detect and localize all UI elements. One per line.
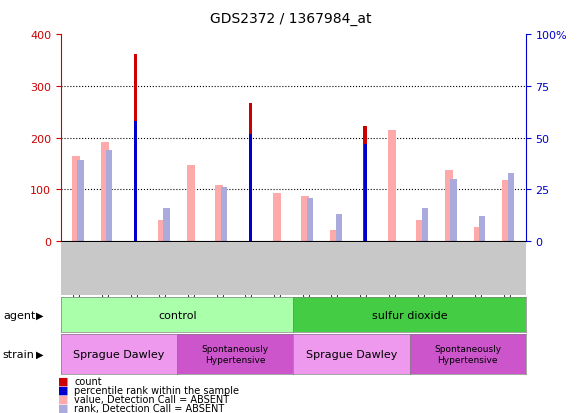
Text: GDS2372 / 1367984_at: GDS2372 / 1367984_at bbox=[210, 12, 371, 26]
Bar bbox=[302, 196, 310, 242]
Bar bbox=[363, 127, 367, 242]
Bar bbox=[416, 221, 424, 242]
Bar bbox=[422, 209, 428, 242]
Bar bbox=[249, 134, 252, 242]
Bar bbox=[450, 180, 457, 242]
Text: ■: ■ bbox=[58, 385, 69, 395]
Bar bbox=[106, 151, 112, 242]
Text: sulfur dioxide: sulfur dioxide bbox=[372, 310, 447, 320]
Bar bbox=[77, 161, 84, 242]
Text: ■: ■ bbox=[58, 394, 69, 404]
Text: Sprague Dawley: Sprague Dawley bbox=[306, 349, 397, 359]
Text: control: control bbox=[158, 310, 196, 320]
Text: rank, Detection Call = ABSENT: rank, Detection Call = ABSENT bbox=[74, 403, 225, 413]
Bar bbox=[249, 103, 252, 242]
Text: ■: ■ bbox=[58, 376, 69, 386]
Bar bbox=[221, 188, 227, 242]
Bar bbox=[163, 209, 170, 242]
Text: Spontaneously
Hypertensive: Spontaneously Hypertensive bbox=[434, 344, 501, 364]
Text: ■: ■ bbox=[58, 403, 69, 413]
Bar bbox=[503, 181, 510, 242]
Bar bbox=[307, 198, 313, 242]
Bar bbox=[479, 217, 485, 242]
Bar bbox=[272, 194, 281, 242]
Bar bbox=[187, 165, 195, 242]
Bar bbox=[508, 173, 514, 242]
Text: strain: strain bbox=[3, 349, 35, 359]
Bar bbox=[216, 186, 224, 242]
Text: value, Detection Call = ABSENT: value, Detection Call = ABSENT bbox=[74, 394, 229, 404]
Text: ▶: ▶ bbox=[36, 349, 43, 359]
Bar bbox=[445, 171, 453, 242]
Bar bbox=[388, 131, 396, 242]
Text: Sprague Dawley: Sprague Dawley bbox=[73, 349, 165, 359]
Bar bbox=[134, 55, 137, 242]
Text: count: count bbox=[74, 376, 102, 386]
Text: agent: agent bbox=[3, 310, 35, 320]
Text: percentile rank within the sample: percentile rank within the sample bbox=[74, 385, 239, 395]
Bar bbox=[158, 221, 166, 242]
Text: ▶: ▶ bbox=[36, 310, 43, 320]
Bar bbox=[134, 122, 137, 242]
Bar bbox=[474, 228, 482, 242]
Bar bbox=[336, 215, 342, 242]
Bar bbox=[364, 145, 367, 242]
Text: Spontaneously
Hypertensive: Spontaneously Hypertensive bbox=[202, 344, 269, 364]
Bar bbox=[330, 230, 338, 242]
Bar bbox=[101, 142, 109, 242]
Bar bbox=[72, 157, 80, 242]
